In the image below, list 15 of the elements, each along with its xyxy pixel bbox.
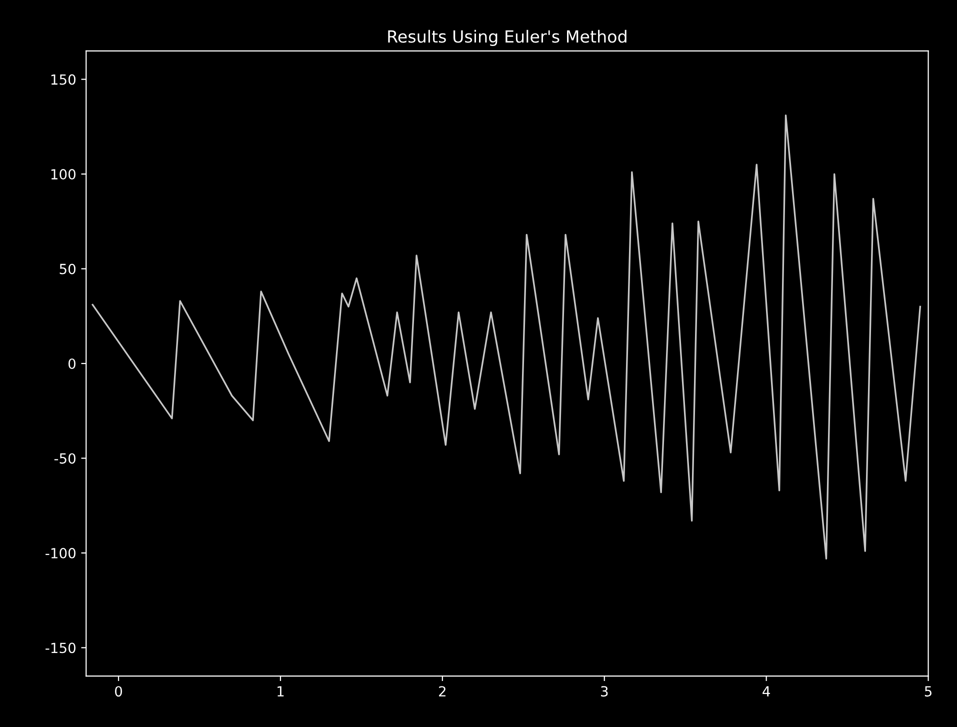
y-tick-label: 150 xyxy=(51,74,76,85)
y-tick-label: 50 xyxy=(60,264,76,274)
y-tick-label: -100 xyxy=(46,548,76,558)
x-tick-label: 3 xyxy=(601,686,608,697)
x-tick-label: 0 xyxy=(115,686,122,697)
y-tick-label: -50 xyxy=(54,453,76,464)
chart-title: Results Using Euler's Method xyxy=(388,30,626,46)
x-tick-label: 5 xyxy=(924,686,932,697)
y-tick-label: 0 xyxy=(68,358,76,369)
x-tick-label: 4 xyxy=(762,686,770,696)
line-series xyxy=(92,114,922,560)
x-tick-label: 1 xyxy=(278,686,284,696)
y-tick-label: 100 xyxy=(51,169,76,180)
x-tick-label: 2 xyxy=(439,686,446,696)
y-tick-label: -150 xyxy=(46,642,76,654)
